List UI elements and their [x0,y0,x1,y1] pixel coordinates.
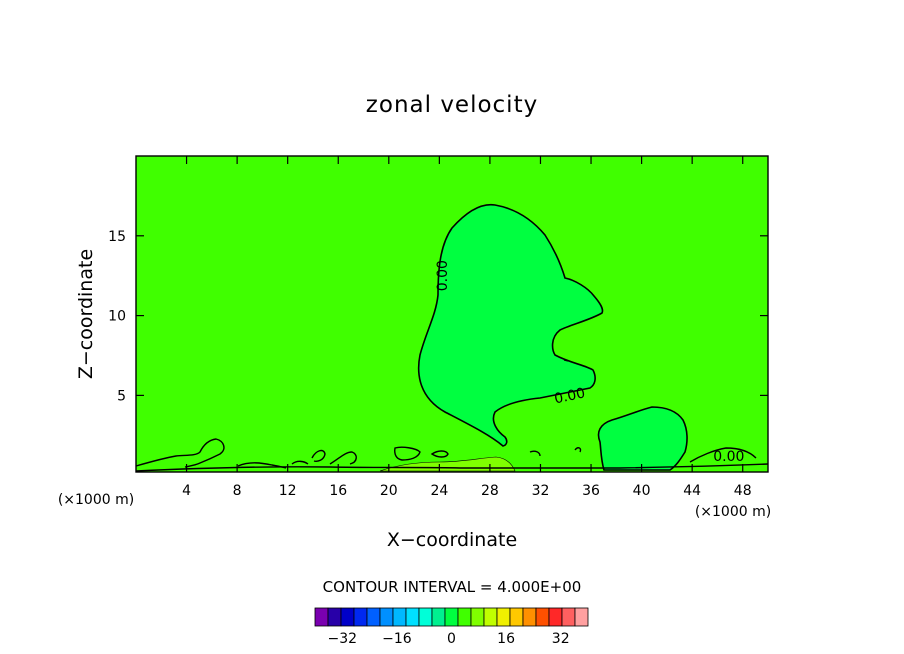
contour-cell-e [394,446,421,461]
colorbar-tick-label-2: 0 [447,631,456,647]
colorbar-tick-label-4: 32 [552,631,570,647]
x-units-right: (×1000 m) [695,504,771,520]
colorbar-swatch-15 [509,607,524,627]
x-tick-label-0: 4 [182,483,191,499]
x-tick-label-6: 28 [481,483,499,499]
x-tick-label-11: 48 [734,483,752,499]
colorbar-swatch-16 [522,607,537,627]
contour-cell-d [329,451,357,465]
colorbar-swatch-14 [496,607,511,627]
y-tick-labels: 5 10 15 [108,229,126,405]
contour-cell-dot [563,359,569,362]
plot-frame [135,155,769,473]
colorbar-tick-label-3: 16 [497,631,515,647]
contour-region-right-lobe [597,406,688,471]
x-tick-label-9: 40 [633,483,651,499]
contour-cell-h [574,447,582,453]
colorbar-swatch-8 [418,607,433,627]
plot-area: 0.00 0.00 0.00 [135,155,769,473]
y-tick-label-0: 5 [117,388,126,404]
colorbar-swatch-9 [431,607,446,627]
y-tick-label-1: 10 [108,309,126,325]
y-tick-label-2: 15 [108,229,126,245]
colorbar-swatch-13 [483,607,498,627]
contour-surface-line [135,463,769,472]
contour-label-0: 0.00 [435,260,451,291]
contour-labels: 0.00 0.00 0.00 [435,260,745,465]
colorbar-swatch-0 [314,607,329,627]
contour-cell-g [529,450,541,457]
colorbar-swatch-6 [392,607,407,627]
contour-region-main-lobe [417,203,604,447]
contour-cell-left [135,438,225,468]
colorbar-swatch-1 [327,607,342,627]
colorbar-swatch-12 [470,607,485,627]
contour-interval-label: CONTOUR INTERVAL = 4.000E+00 [323,578,582,596]
colorbar-swatch-5 [379,607,394,627]
contour-cell-b [291,460,309,465]
colorbar-swatch-2 [340,607,355,627]
x-tick-label-5: 24 [430,483,448,499]
colorbar-swatch-10 [444,607,459,627]
contour-cell-i [689,447,757,463]
x-units-left: (×1000 m) [58,492,134,508]
contour-label-1: 0.00 [553,385,587,407]
x-tick-label-7: 32 [532,483,550,499]
x-tick-labels: 4 8 12 16 20 24 28 32 36 40 44 48 [182,483,752,499]
colorbar-swatch-18 [548,607,563,627]
x-tick-label-10: 44 [683,483,701,499]
colorbar-swatch-17 [535,607,550,627]
x-axis-label: X−coordinate [387,529,517,551]
x-tick-label-1: 8 [233,483,242,499]
colorbar [314,607,589,627]
contour-label-2: 0.00 [713,449,744,465]
x-tick-label-2: 12 [279,483,297,499]
contour-cell-f [430,450,449,458]
colorbar-tick-label-1: −16 [382,631,412,647]
chart-title: zonal velocity [366,92,538,118]
x-tick-label-3: 16 [329,483,347,499]
contour-cell-c [311,449,326,462]
colorbar-tick-labels: −32 −16 0 16 32 [328,631,570,647]
axis-ticks [136,156,768,472]
colorbar-swatch-11 [457,607,472,627]
surface-contour-cells [135,359,769,472]
x-tick-label-8: 36 [582,483,600,499]
colorbar-swatch-3 [353,607,368,627]
y-axis-label: Z−coordinate [75,249,97,379]
colorbar-swatch-19 [561,607,576,627]
colorbar-swatch-4 [366,607,381,627]
x-tick-label-4: 20 [380,483,398,499]
colorbar-swatch-20 [574,607,589,627]
colorbar-tick-label-0: −32 [328,631,358,647]
colorbar-swatch-7 [405,607,420,627]
